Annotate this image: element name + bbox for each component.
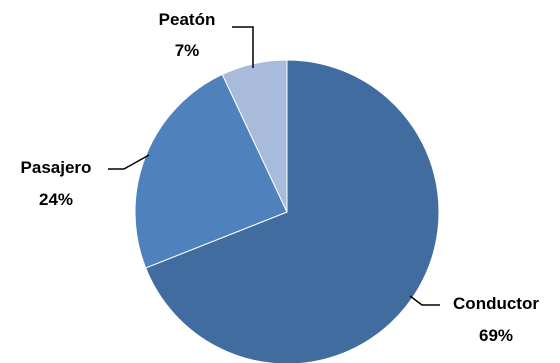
leader-line-peaton: [232, 26, 254, 68]
leader-line-conductor: [409, 295, 440, 306]
leader-line-pasajero: [108, 154, 150, 170]
slice-value-pasajero: 24%: [39, 190, 73, 209]
slice-label-peaton: Peatón: [159, 10, 216, 29]
slice-label-pasajero: Pasajero: [21, 158, 92, 177]
slice-value-conductor: 69%: [479, 326, 513, 345]
slice-label-conductor: Conductor: [453, 294, 539, 313]
pie-slice-peaton: [221, 59, 288, 213]
slice-value-peaton: 7%: [175, 41, 200, 60]
pie-slices: [134, 59, 440, 363]
